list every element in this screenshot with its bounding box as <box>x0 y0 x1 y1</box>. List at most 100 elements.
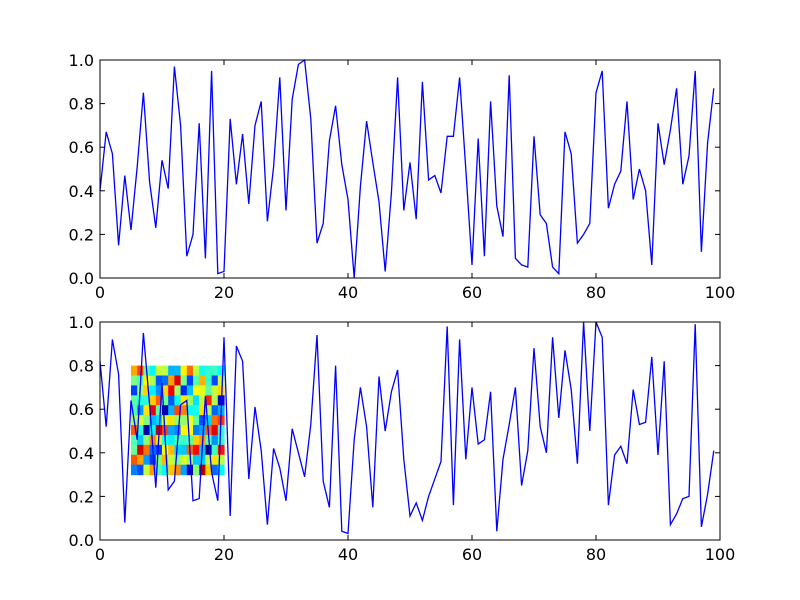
heatmap-cell <box>217 454 225 466</box>
heatmap-cell <box>155 385 163 396</box>
heatmap-cell <box>217 464 225 476</box>
heatmap-cell <box>162 464 169 476</box>
heatmap-cell <box>137 415 144 426</box>
heatmap-cell <box>137 425 144 436</box>
x-tick-label: 60 <box>462 545 482 564</box>
heatmap-cell <box>174 395 182 406</box>
y-tick-label: 0.0 <box>69 269 94 288</box>
heatmap-cell <box>193 395 200 406</box>
heatmap-cell <box>180 415 188 426</box>
heatmap-cell <box>199 375 206 387</box>
heatmap-cell <box>211 385 219 396</box>
heatmap-cell <box>193 405 200 416</box>
heatmap-cell <box>174 425 182 436</box>
heatmap-cell <box>199 415 206 426</box>
heatmap-cell <box>199 385 206 396</box>
heatmap-cell <box>199 405 206 416</box>
heatmap-cell <box>180 425 188 436</box>
heatmap-cell <box>180 434 188 446</box>
heatmap-cell <box>199 395 206 406</box>
heatmap-cell <box>155 405 163 416</box>
heatmap-cell <box>168 375 175 387</box>
heatmap-cell <box>205 454 213 466</box>
heatmap-cell <box>149 434 157 446</box>
heatmap-cell <box>168 464 175 476</box>
heatmap-cell <box>211 365 219 377</box>
heatmap-cell <box>143 464 151 476</box>
heatmap-cell <box>174 375 182 387</box>
heatmap-cell <box>205 375 213 387</box>
heatmap-cell <box>205 464 213 476</box>
heatmap-cell <box>205 444 213 456</box>
heatmap-cell <box>193 415 200 426</box>
heatmap-cell <box>174 405 182 416</box>
heatmap-cell <box>149 464 157 476</box>
heatmap-cell <box>168 434 175 446</box>
heatmap-cell <box>149 415 157 426</box>
heatmap-cell <box>205 395 213 406</box>
heatmap-cell <box>137 454 144 466</box>
heatmap-cell <box>217 385 225 396</box>
heatmap-cell <box>174 415 182 426</box>
heatmap-cell <box>137 444 144 456</box>
heatmap-cell <box>193 365 200 377</box>
heatmap-cell <box>137 405 144 416</box>
heatmap-cell <box>168 395 175 406</box>
heatmap-cell <box>143 395 151 406</box>
heatmap-cell <box>193 434 200 446</box>
heatmap-cell <box>131 434 138 446</box>
heatmap-cell <box>211 425 219 436</box>
y-tick-label: 0.8 <box>69 95 94 114</box>
series-line <box>99 321 715 535</box>
heatmap-cell <box>162 454 169 466</box>
heatmap-cell <box>162 375 169 387</box>
x-tick-label: 60 <box>462 283 482 302</box>
heatmap-cell <box>137 395 144 406</box>
heatmap-cell <box>143 434 151 446</box>
heatmap-cell <box>174 365 182 377</box>
x-tick-label: 40 <box>338 283 358 302</box>
heatmap-cell <box>211 464 219 476</box>
heatmap-cell <box>131 385 138 396</box>
heatmap-cell <box>131 365 138 377</box>
heatmap-cell <box>217 425 225 436</box>
top-line-chart: 0 20 40 60 80 100 0.0 0.2 0.4 0.6 0.8 1.0 <box>69 51 736 302</box>
heatmap-cell <box>211 434 219 446</box>
heatmap-cell <box>186 365 194 377</box>
x-tick-label: 20 <box>214 545 234 564</box>
heatmap-cell <box>131 464 138 476</box>
heatmap-cell <box>174 454 182 466</box>
x-tick-label: 80 <box>586 283 606 302</box>
heatmap-cell <box>174 385 182 396</box>
heatmap-cell <box>155 454 163 466</box>
heatmap-cell <box>180 444 188 456</box>
heatmap-cell <box>211 444 219 456</box>
heatmap-cell <box>162 365 169 377</box>
heatmap-cell <box>155 375 163 387</box>
heatmap-cell <box>149 365 157 377</box>
heatmap-cell <box>149 405 157 416</box>
heatmap-cell <box>137 434 144 446</box>
heatmap-cell <box>162 425 169 436</box>
y-tick-label: 0.4 <box>69 444 94 463</box>
heatmap-cell <box>180 365 188 377</box>
x-tick-label: 40 <box>338 545 358 564</box>
heatmap-cell <box>162 395 169 406</box>
heatmap-cell <box>180 405 188 416</box>
heatmap-cell <box>211 454 219 466</box>
heatmap-cell <box>211 395 219 406</box>
heatmap-cell <box>162 385 169 396</box>
heatmap-cell <box>186 395 194 406</box>
heatmap-cell <box>168 385 175 396</box>
heatmap-cell <box>131 395 138 406</box>
heatmap-cell <box>205 415 213 426</box>
x-tick-label: 80 <box>586 545 606 564</box>
heatmap-cell <box>193 464 200 476</box>
heatmap-cell <box>143 425 151 436</box>
heatmap-cell <box>155 395 163 406</box>
heatmap-cell <box>211 405 219 416</box>
heatmap-cell <box>131 375 138 387</box>
x-tick-label: 100 <box>705 283 736 302</box>
heatmap-cell <box>199 365 206 377</box>
